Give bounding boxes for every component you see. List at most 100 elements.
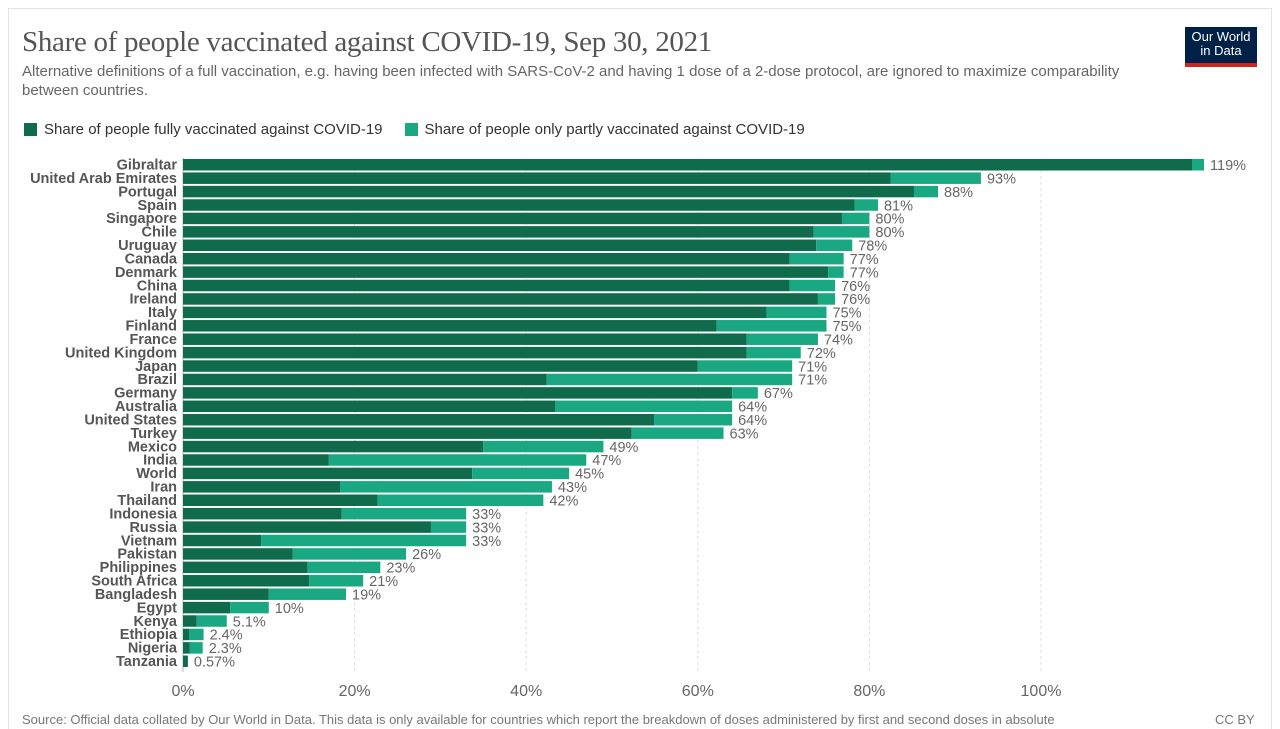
bar-fully-vaccinated xyxy=(183,615,197,627)
owid-logo[interactable]: Our World in Data xyxy=(1185,27,1257,67)
bar-fully-vaccinated xyxy=(183,494,378,506)
value-label: 45% xyxy=(575,467,604,483)
bar-fully-vaccinated xyxy=(183,239,817,252)
country-label: Russia xyxy=(129,520,177,536)
country-label: South Africa xyxy=(91,574,178,590)
bar-fully-vaccinated xyxy=(183,628,190,641)
bar-partly-vaccinated xyxy=(261,534,467,547)
bar-partly-vaccinated xyxy=(483,440,604,453)
bar-fully-vaccinated xyxy=(183,427,632,439)
value-label: 33% xyxy=(472,507,501,523)
country-label: Pakistan xyxy=(117,547,177,563)
country-label: Ethiopia xyxy=(120,627,178,643)
bar-fully-vaccinated xyxy=(183,333,747,345)
country-label: Philippines xyxy=(100,560,177,576)
x-tick-label: 0% xyxy=(171,683,194,700)
bar-fully-vaccinated xyxy=(183,212,842,225)
bar-partly-vaccinated xyxy=(268,588,347,600)
legend-item-partly[interactable]: Share of people only partly vaccinated a… xyxy=(404,121,805,138)
value-label: 23% xyxy=(386,561,415,577)
bar-partly-vaccinated xyxy=(854,199,878,211)
value-label: 2.3% xyxy=(209,641,242,657)
value-label: 67% xyxy=(764,386,793,402)
value-label: 47% xyxy=(592,453,621,469)
bar-fully-vaccinated xyxy=(183,185,915,198)
bar-partly-vaccinated xyxy=(328,454,587,466)
bar-fully-vaccinated xyxy=(183,172,891,184)
value-label: 77% xyxy=(850,252,879,268)
value-label: 64% xyxy=(738,400,767,416)
bar-partly-vaccinated xyxy=(789,252,844,265)
bar-partly-vaccinated xyxy=(189,642,203,654)
country-label: Brazil xyxy=(138,372,178,388)
bar-partly-vaccinated xyxy=(813,226,870,238)
country-label: Chile xyxy=(142,225,177,241)
bar-partly-vaccinated xyxy=(816,239,853,252)
value-label: 43% xyxy=(558,480,587,496)
x-tick-label: 40% xyxy=(510,683,542,700)
chart-title: Share of people vaccinated against COVID… xyxy=(22,26,712,58)
bar-partly-vaccinated xyxy=(766,306,827,319)
value-label: 21% xyxy=(369,574,398,590)
bar-fully-vaccinated xyxy=(183,561,308,574)
chart-subtitle: Alternative definitions of a full vaccin… xyxy=(22,63,1120,99)
bar-partly-vaccinated xyxy=(914,185,939,198)
bar-fully-vaccinated xyxy=(183,306,767,319)
bar-partly-vaccinated xyxy=(309,575,364,587)
bar-partly-vaccinated xyxy=(189,628,204,641)
country-label: Tanzania xyxy=(116,654,178,670)
legend-swatch-fully xyxy=(24,123,37,136)
bar-partly-vaccinated xyxy=(340,481,552,493)
country-label: Turkey xyxy=(131,426,177,442)
country-label: Bangladesh xyxy=(95,587,177,603)
bar-partly-vaccinated xyxy=(732,387,758,399)
value-label: 88% xyxy=(944,185,973,201)
bar-partly-vaccinated xyxy=(1192,159,1205,171)
value-label: 78% xyxy=(858,239,887,255)
value-label: 5.1% xyxy=(233,614,266,630)
country-label: Vietnam xyxy=(121,533,177,549)
value-label: 80% xyxy=(875,225,904,241)
country-label: Mexico xyxy=(128,439,177,455)
country-label: Italy xyxy=(148,305,177,321)
value-label: 72% xyxy=(807,346,836,362)
value-label: 33% xyxy=(472,520,501,536)
country-label: Nigeria xyxy=(128,641,178,657)
value-label: 2.4% xyxy=(210,628,243,644)
value-label: 93% xyxy=(987,171,1016,187)
bar-fully-vaccinated xyxy=(183,226,814,238)
bar-partly-vaccinated xyxy=(746,333,818,345)
bar-partly-vaccinated xyxy=(697,360,793,372)
bar-fully-vaccinated xyxy=(183,346,747,359)
value-label: 77% xyxy=(850,265,879,281)
bar-fully-vaccinated xyxy=(183,548,293,560)
bar-fully-vaccinated xyxy=(183,252,790,265)
legend-label-partly: Share of people only partly vaccinated a… xyxy=(424,121,805,138)
bar-fully-vaccinated xyxy=(183,440,484,453)
bar-fully-vaccinated xyxy=(183,534,262,547)
value-label: 49% xyxy=(609,440,638,456)
legend-item-fully[interactable]: Share of people fully vaccinated against… xyxy=(24,121,383,138)
bar-partly-vaccinated xyxy=(789,279,836,292)
legend-label-fully: Share of people fully vaccinated against… xyxy=(44,121,383,138)
bar-fully-vaccinated xyxy=(183,159,1193,171)
value-label: 76% xyxy=(841,292,870,308)
bar-partly-vaccinated xyxy=(890,172,981,184)
value-label: 10% xyxy=(275,601,304,617)
bar-fully-vaccinated xyxy=(183,655,188,668)
value-label: 81% xyxy=(884,198,913,214)
country-label: Kenya xyxy=(133,614,177,630)
country-label: Ireland xyxy=(129,292,177,308)
country-label: Denmark xyxy=(115,265,178,281)
country-label: Portugal xyxy=(118,184,177,200)
country-label: Spain xyxy=(138,198,177,214)
bar-partly-vaccinated xyxy=(654,413,733,426)
bar-fully-vaccinated xyxy=(183,320,717,332)
bar-partly-vaccinated xyxy=(841,212,870,225)
bar-partly-vaccinated xyxy=(817,293,836,305)
bar-fully-vaccinated xyxy=(183,293,818,305)
country-label: Gibraltar xyxy=(117,158,178,174)
value-label: 76% xyxy=(841,279,870,295)
bar-partly-vaccinated xyxy=(292,548,407,560)
